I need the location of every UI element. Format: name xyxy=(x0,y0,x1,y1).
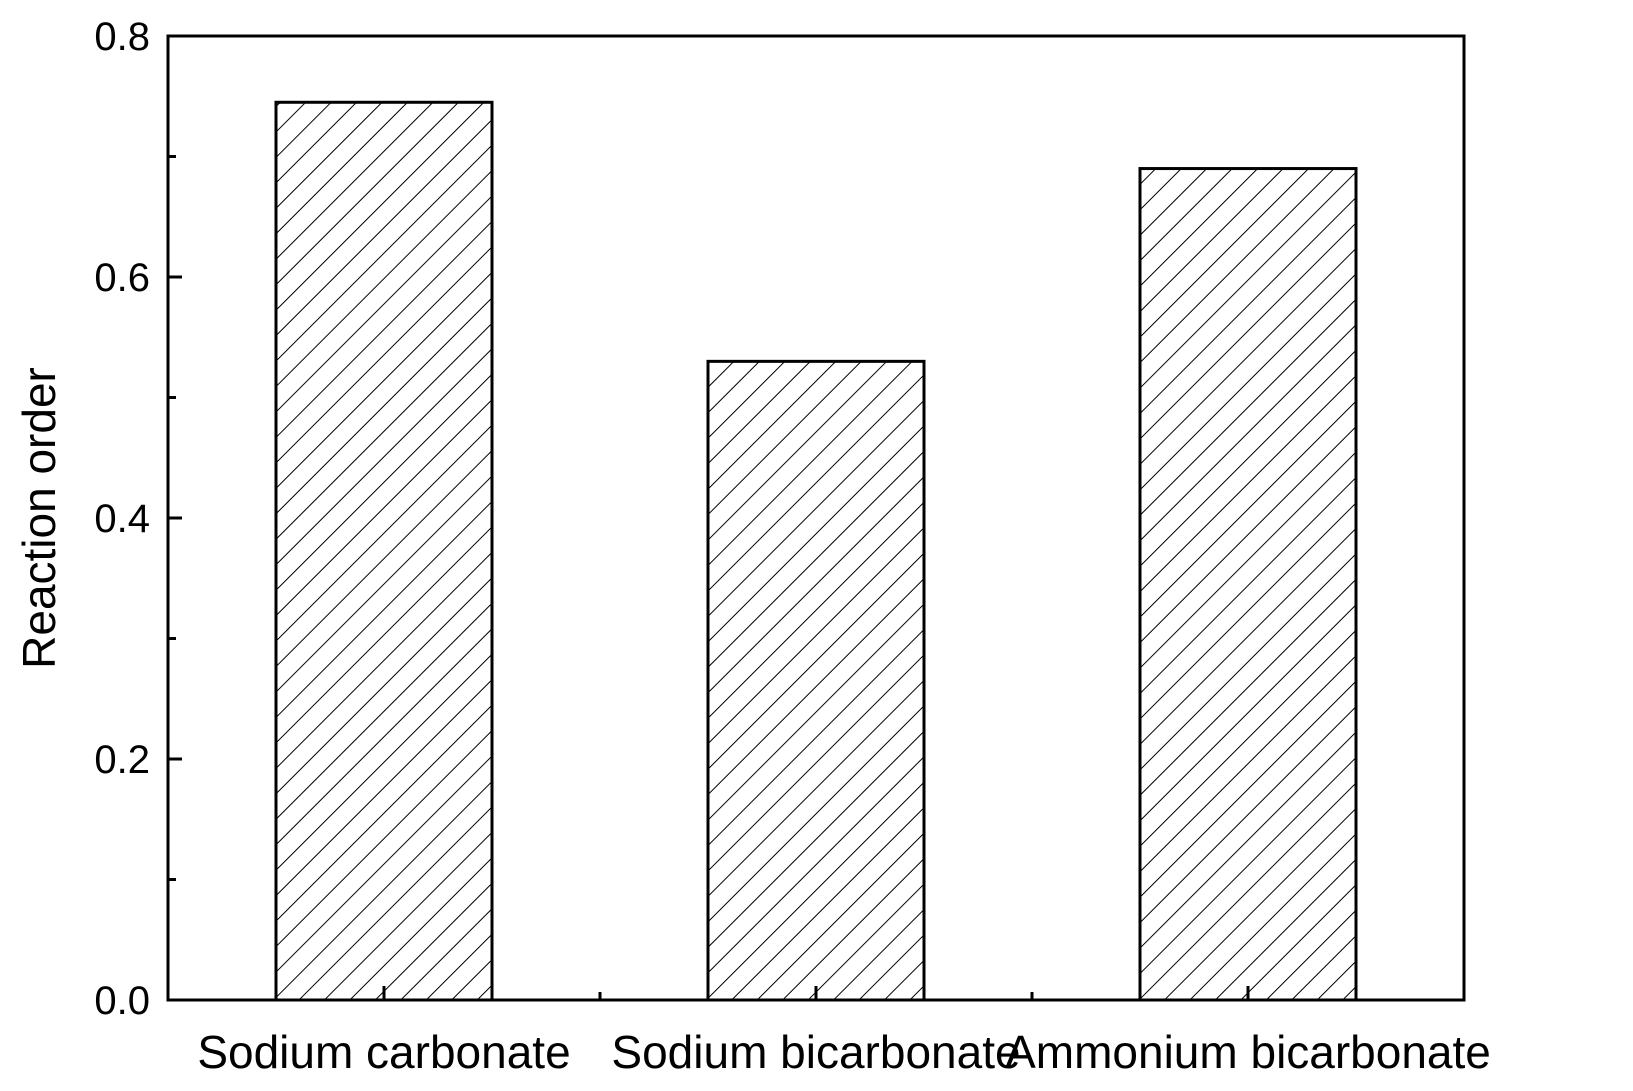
y-tick-label: 0.0 xyxy=(94,979,150,1023)
x-axis-ticks xyxy=(382,986,1250,1000)
y-tick-label: 0.2 xyxy=(94,738,150,782)
y-tick-label: 0.6 xyxy=(94,256,150,300)
bar-3 xyxy=(1138,167,1358,1002)
category-label: Sodium carbonate xyxy=(197,1026,570,1078)
bar-1 xyxy=(274,100,494,1002)
y-axis-ticks: 0.0 0.2 0.4 0.6 0.8 xyxy=(94,15,182,1023)
category-label: Sodium bicarbonate xyxy=(611,1026,1020,1078)
bar-2 xyxy=(706,359,926,1002)
x-axis-categories: Sodium carbonate Sodium bicarbonateAmmoni… xyxy=(197,1026,1491,1078)
bars xyxy=(274,100,1358,1002)
category-label: Ammonium bicarbonate xyxy=(1005,1026,1491,1078)
y-axis-title: Reaction order xyxy=(13,367,65,669)
y-tick-label: 0.8 xyxy=(94,15,150,59)
y-tick-label: 0.4 xyxy=(94,497,150,541)
